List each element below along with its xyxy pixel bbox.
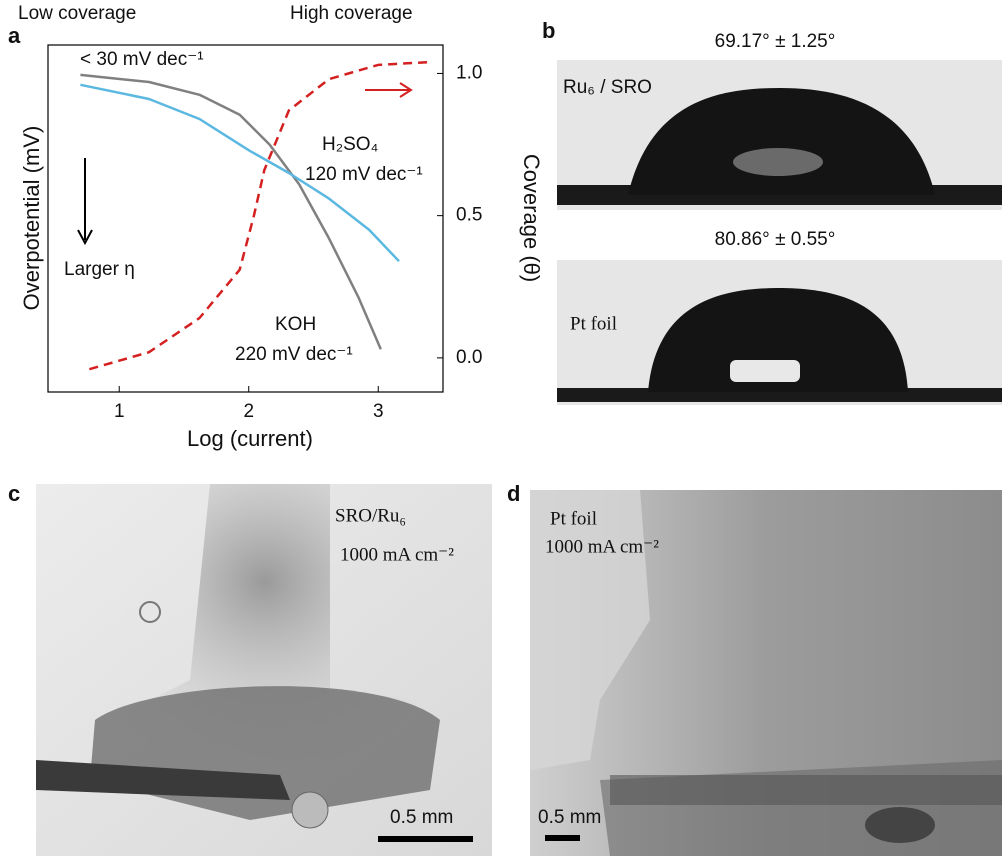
plot-frame [47,44,444,393]
series-name: KOH [275,314,316,335]
series-label: 120 mV dec⁻¹ [305,164,423,185]
x-tick-label: 2 [243,401,254,422]
droplet-reflection [730,360,800,382]
sample-label: SRO/Ru₆ [335,505,406,526]
bubble [291,791,329,829]
y2-tick-label: 0.0 [456,347,482,368]
panel-label: b [542,18,555,43]
arrow-head [399,82,413,98]
x-axis-label: Log (current) [187,426,313,451]
droplet [648,288,908,392]
scale-bar [378,836,473,842]
photo-bright-area [530,490,650,770]
annotation: High coverage [290,3,413,24]
sample-label: Pt foil [570,313,617,334]
contact-angle: 80.86° ± 0.55° [715,229,836,250]
current-label: 1000 mA cm⁻² [545,536,659,557]
series-label: < 30 mV dec⁻¹ [80,49,204,70]
y2-tick-label: 0.5 [456,205,482,226]
data-line [80,73,382,350]
annotation: Low coverage [18,3,136,24]
annotation: Larger η [64,259,135,280]
data-line [80,83,400,263]
droplet-reflection [733,148,823,176]
panel-label: d [507,481,520,506]
bubble [139,601,161,623]
contact-angle: 69.17° ± 1.25° [715,31,836,52]
panel-label: c [8,481,20,506]
sample-label: Ru₆ / SRO [563,77,652,98]
y2-tick-label: 1.0 [456,62,482,83]
droplet [628,88,935,195]
scale-label: 0.5 mm [538,807,601,828]
current-label: 1000 mA cm⁻² [340,544,454,565]
data-line [89,60,429,371]
bubble [865,807,935,843]
scale-label: 0.5 mm [390,807,453,828]
sample-label: Pt foil [550,508,597,529]
bubble-layer [610,775,1002,805]
series-name: H₂SO₄ [322,134,379,155]
arrow-head [77,229,93,246]
series-label: 220 mV dec⁻¹ [235,344,353,365]
panel-label: a [8,23,21,48]
scale-bar [545,835,580,841]
x-tick-label: 3 [373,401,384,422]
x-tick-label: 1 [114,401,125,422]
y-axis-label: Overpotential (mV) [19,126,44,311]
electrode [36,760,290,800]
y2-axis-label: Coverage (θ) [519,154,544,282]
